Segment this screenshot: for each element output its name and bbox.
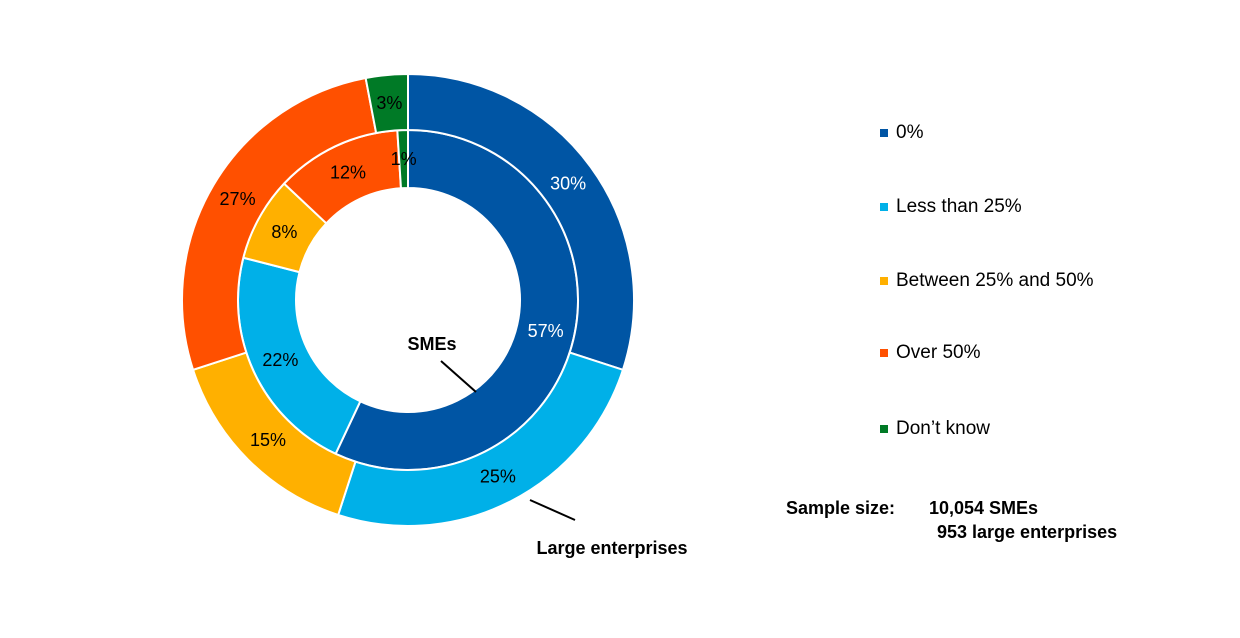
sme-ring: [237, 128, 579, 471]
sample-size-large: 953 large enterprises: [937, 522, 1118, 542]
legend-item-over-50: Over 50%: [880, 342, 980, 364]
sme-data-label-0pct: 57%: [528, 321, 564, 341]
large-slice-dont-know: [364, 72, 409, 135]
legend-item-dont-know: Don’t know: [880, 418, 990, 440]
sme-data-label-dont-know: 1%: [391, 149, 417, 169]
slice-labels: 57% 22% 8% 12% 1% 30% 25% 15% 27% 3%: [220, 93, 587, 487]
legend-swatch-dont-know: [880, 425, 888, 433]
large-slice-0pct: [407, 72, 635, 372]
legend-label: Less than 25%: [896, 196, 1022, 217]
legend-label: Over 50%: [896, 342, 981, 363]
large-data-label-over-50: 27%: [220, 189, 256, 209]
large-data-label-less-than-25: 25%: [480, 466, 516, 486]
large-leader-line: [529, 499, 576, 521]
legend-swatch-over-50: [880, 349, 888, 357]
large-enterprise-ring: [181, 72, 635, 527]
sme-ring-label: SMEs: [407, 334, 456, 354]
legend-swatch-less-than-25: [880, 203, 888, 211]
sample-size-label: Sample size:: [786, 498, 896, 518]
sme-leader-line: [440, 360, 477, 393]
sme-data-label-over-50: 12%: [330, 162, 366, 182]
sme-data-label-between-25-50: 8%: [271, 222, 297, 242]
large-data-label-between-25-50: 15%: [250, 430, 286, 450]
legend-item-0pct: 0%: [880, 122, 923, 144]
legend-item-less-than-25: Less than 25%: [880, 196, 1022, 218]
legend-label: Between 25% and 50%: [896, 270, 1094, 291]
legend-label: Don’t know: [896, 418, 990, 439]
legend-swatch-0pct: [880, 129, 888, 137]
sample-size-smes: 10,054 SMEs: [929, 498, 1039, 518]
ring-labels: SMEs Large enterprises: [407, 334, 687, 558]
sme-data-label-less-than-25: 22%: [262, 350, 298, 370]
legend-item-between-25-50: Between 25% and 50%: [880, 270, 1094, 292]
large-data-label-dont-know: 3%: [376, 93, 402, 113]
large-ring-label: Large enterprises: [536, 538, 687, 558]
legend-label: 0%: [896, 122, 924, 143]
large-data-label-0pct: 30%: [550, 174, 586, 194]
legend-swatch-between-25-50: [880, 277, 888, 285]
